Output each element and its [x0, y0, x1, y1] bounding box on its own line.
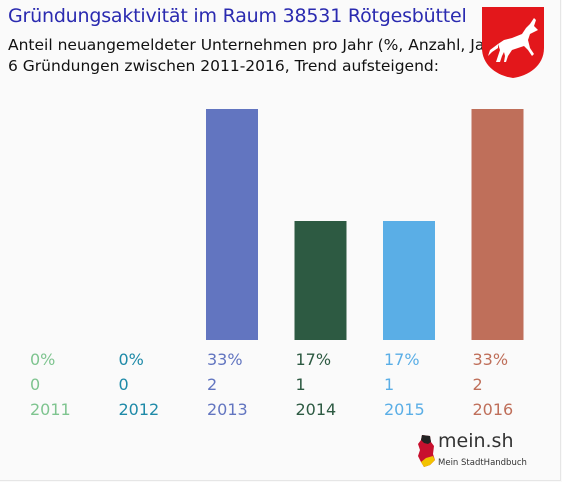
lower-saxony-horse-crest-icon — [482, 7, 544, 78]
year-label-2015: 2015 — [384, 400, 425, 419]
chart-subtitle-line2: 6 Gründungen zwischen 2011-2016, Trend a… — [8, 57, 439, 75]
percent-label-2011: 0% — [30, 350, 55, 369]
year-label-2011: 2011 — [30, 400, 71, 419]
count-label-2013: 2 — [207, 375, 217, 394]
bar-2015 — [383, 221, 435, 340]
count-label-2011: 0 — [30, 375, 40, 394]
year-label-2013: 2013 — [207, 400, 248, 419]
brand-logo[interactable]: mein.sh Mein StadtHandbuch — [416, 430, 527, 476]
percent-label-2014: 17% — [296, 350, 332, 369]
percent-label-2015: 17% — [384, 350, 420, 369]
bar-2013 — [206, 109, 258, 340]
percent-label-2012: 0% — [119, 350, 144, 369]
count-label-2014: 1 — [296, 375, 306, 394]
chart-subtitle-line1: Anteil neuangemeldeter Unternehmen pro J… — [8, 36, 507, 54]
percent-label-2013: 33% — [207, 350, 243, 369]
bar-2014 — [294, 221, 347, 340]
year-label-2014: 2014 — [296, 400, 337, 419]
brand-name: mein.sh — [438, 430, 514, 452]
count-label-2016: 2 — [473, 375, 483, 394]
brand-tagline: Mein StadtHandbuch — [438, 458, 527, 468]
bar-2016 — [471, 109, 524, 340]
chart-title: Gründungsaktivität im Raum 38531 Rötgesb… — [8, 5, 467, 27]
year-label-2012: 2012 — [119, 400, 160, 419]
year-label-2016: 2016 — [473, 400, 514, 419]
count-label-2012: 0 — [119, 375, 129, 394]
percent-label-2016: 33% — [473, 350, 509, 369]
germany-map-icon — [418, 435, 435, 467]
count-label-2015: 1 — [384, 375, 394, 394]
